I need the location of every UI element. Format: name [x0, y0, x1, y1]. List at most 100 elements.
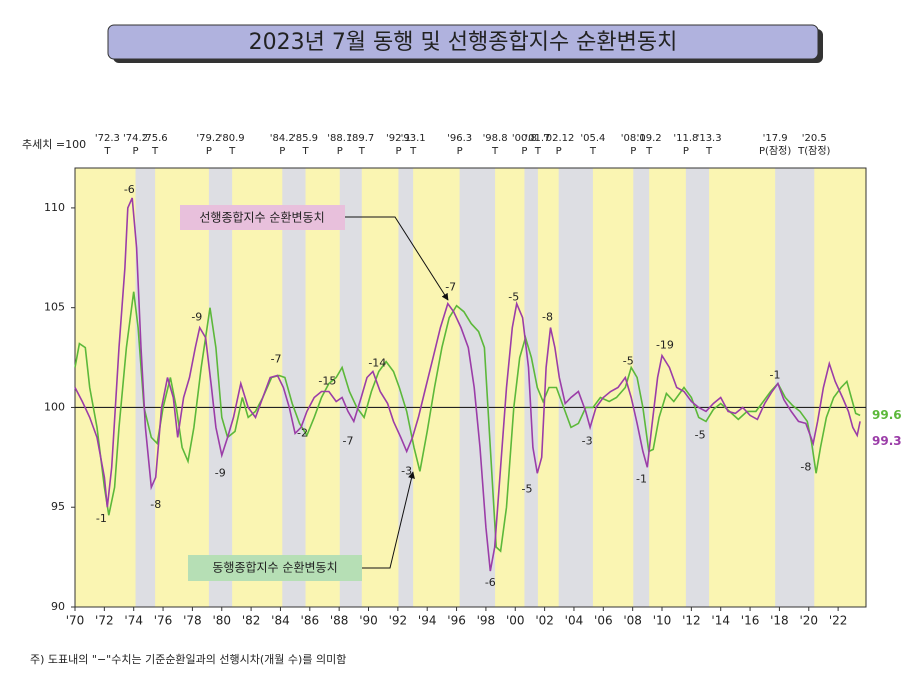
x-tick-label: '96: [447, 614, 466, 628]
lead-annotation: -7: [271, 353, 282, 366]
title-box: [107, 24, 819, 60]
lead-annotation: -5: [522, 482, 533, 495]
turning-date: '72.3: [95, 133, 120, 144]
turning-date: '85.9: [293, 133, 318, 144]
turning-type: P: [683, 146, 689, 157]
callout-arrow: [345, 216, 449, 301]
lead-annotation: -1: [96, 512, 107, 525]
turning-type: P: [457, 146, 463, 157]
end-label: 99.3: [872, 434, 902, 448]
contraction-band: [459, 168, 496, 607]
turning-date: '96.3: [447, 133, 472, 144]
series-line: [74, 197, 861, 572]
x-tick-label: '74: [124, 614, 143, 628]
lead-annotation: -9: [215, 466, 226, 479]
turning-type: P: [395, 146, 401, 157]
lead-annotation: -8: [800, 460, 811, 473]
x-tick-label: '86: [301, 614, 320, 628]
turning-date: '01.7: [525, 133, 550, 144]
turning-date: '79.2: [196, 133, 221, 144]
turning-type: T(잠정): [797, 145, 830, 157]
x-tick-label: '90: [359, 614, 378, 628]
lead-annotation: -7: [342, 434, 353, 447]
turning-type: P: [337, 146, 343, 157]
x-tick-label: '06: [594, 614, 613, 628]
contraction-band: [398, 168, 414, 607]
turning-type: P: [521, 146, 527, 157]
turning-date: '20.5: [802, 133, 827, 144]
turning-date: '92.1: [386, 133, 411, 144]
legend-box: [188, 555, 362, 581]
x-tick-label: '80: [212, 614, 231, 628]
legend-box: [180, 205, 345, 230]
turning-date: '13.3: [697, 133, 722, 144]
lead-annotation: -8: [542, 311, 553, 324]
turning-type: P: [630, 146, 636, 157]
turning-type: P(잠정): [759, 145, 791, 157]
turning-type: P: [206, 146, 212, 157]
lead-annotation: -7: [445, 281, 456, 294]
x-tick-label: '16: [741, 614, 760, 628]
x-tick-label: '02: [535, 614, 554, 628]
turning-type: T: [589, 146, 597, 157]
x-tick-label: '00: [506, 614, 525, 628]
contraction-band: [685, 168, 710, 607]
turning-date: '08.1: [621, 133, 646, 144]
contraction-band: [633, 168, 650, 607]
turning-date: '80.9: [220, 133, 245, 144]
x-tick-label: '94: [418, 614, 437, 628]
turning-date: '05.4: [580, 133, 605, 144]
turning-type: P: [133, 146, 139, 157]
turning-date: '00.8: [512, 133, 537, 144]
turning-type: T: [491, 146, 499, 157]
base-label: 추세치 =100: [22, 138, 86, 151]
contraction-band: [135, 168, 156, 607]
turning-type: T: [228, 146, 236, 157]
x-tick-label: '12: [682, 614, 701, 628]
turning-date: '93.1: [401, 133, 426, 144]
turning-type: T: [409, 146, 417, 157]
chart-title: 2023년 7월 동행 및 선행종합지수 순환변동치: [249, 30, 678, 55]
x-tick-label: '18: [770, 614, 789, 628]
x-tick-label: '70: [66, 614, 85, 628]
turning-type: P: [556, 146, 562, 157]
contraction-band: [339, 168, 362, 607]
turning-date: '02.12: [543, 133, 574, 144]
x-tick-label: '92: [389, 614, 408, 628]
y-tick-label: 95: [51, 500, 65, 513]
y-tick-label: 110: [44, 201, 65, 214]
lead-annotation: -8: [150, 498, 161, 511]
x-tick-label: '72: [95, 614, 114, 628]
series-line: [74, 291, 861, 553]
x-tick-label: '04: [565, 614, 584, 628]
turning-date: '09.2: [637, 133, 662, 144]
x-tick-label: '14: [711, 614, 730, 628]
lead-annotation: -6: [124, 183, 135, 196]
turning-date: '89.7: [349, 133, 374, 144]
footnote: 주) 도표내의 "−"수치는 기준순환일과의 선행시차(개월 수)를 의미함: [30, 652, 346, 666]
turning-date: '11.8: [673, 133, 698, 144]
x-tick-label: '78: [183, 614, 202, 628]
callout-arrow: [362, 471, 415, 569]
turning-type: T: [705, 146, 713, 157]
x-tick-label: '20: [799, 614, 818, 628]
contraction-band: [282, 168, 306, 607]
lead-annotation: -3: [401, 464, 412, 477]
x-tick-label: '22: [829, 614, 848, 628]
lead-annotation: -1: [636, 472, 647, 485]
turning-type: T: [358, 146, 366, 157]
turning-type: P: [279, 146, 285, 157]
turning-date: '74.2: [123, 133, 148, 144]
turning-date: '88.1: [327, 133, 352, 144]
turning-type: T: [151, 146, 159, 157]
x-tick-label: '98: [477, 614, 496, 628]
contraction-band: [524, 168, 538, 607]
turning-type: T: [534, 146, 542, 157]
turning-date: '17.9: [763, 133, 788, 144]
lead-annotation: -1: [770, 369, 781, 382]
turning-type: T: [103, 146, 111, 157]
x-tick-label: '10: [653, 614, 672, 628]
turning-date: '98.8: [483, 133, 508, 144]
lead-annotation: -2: [297, 426, 308, 439]
